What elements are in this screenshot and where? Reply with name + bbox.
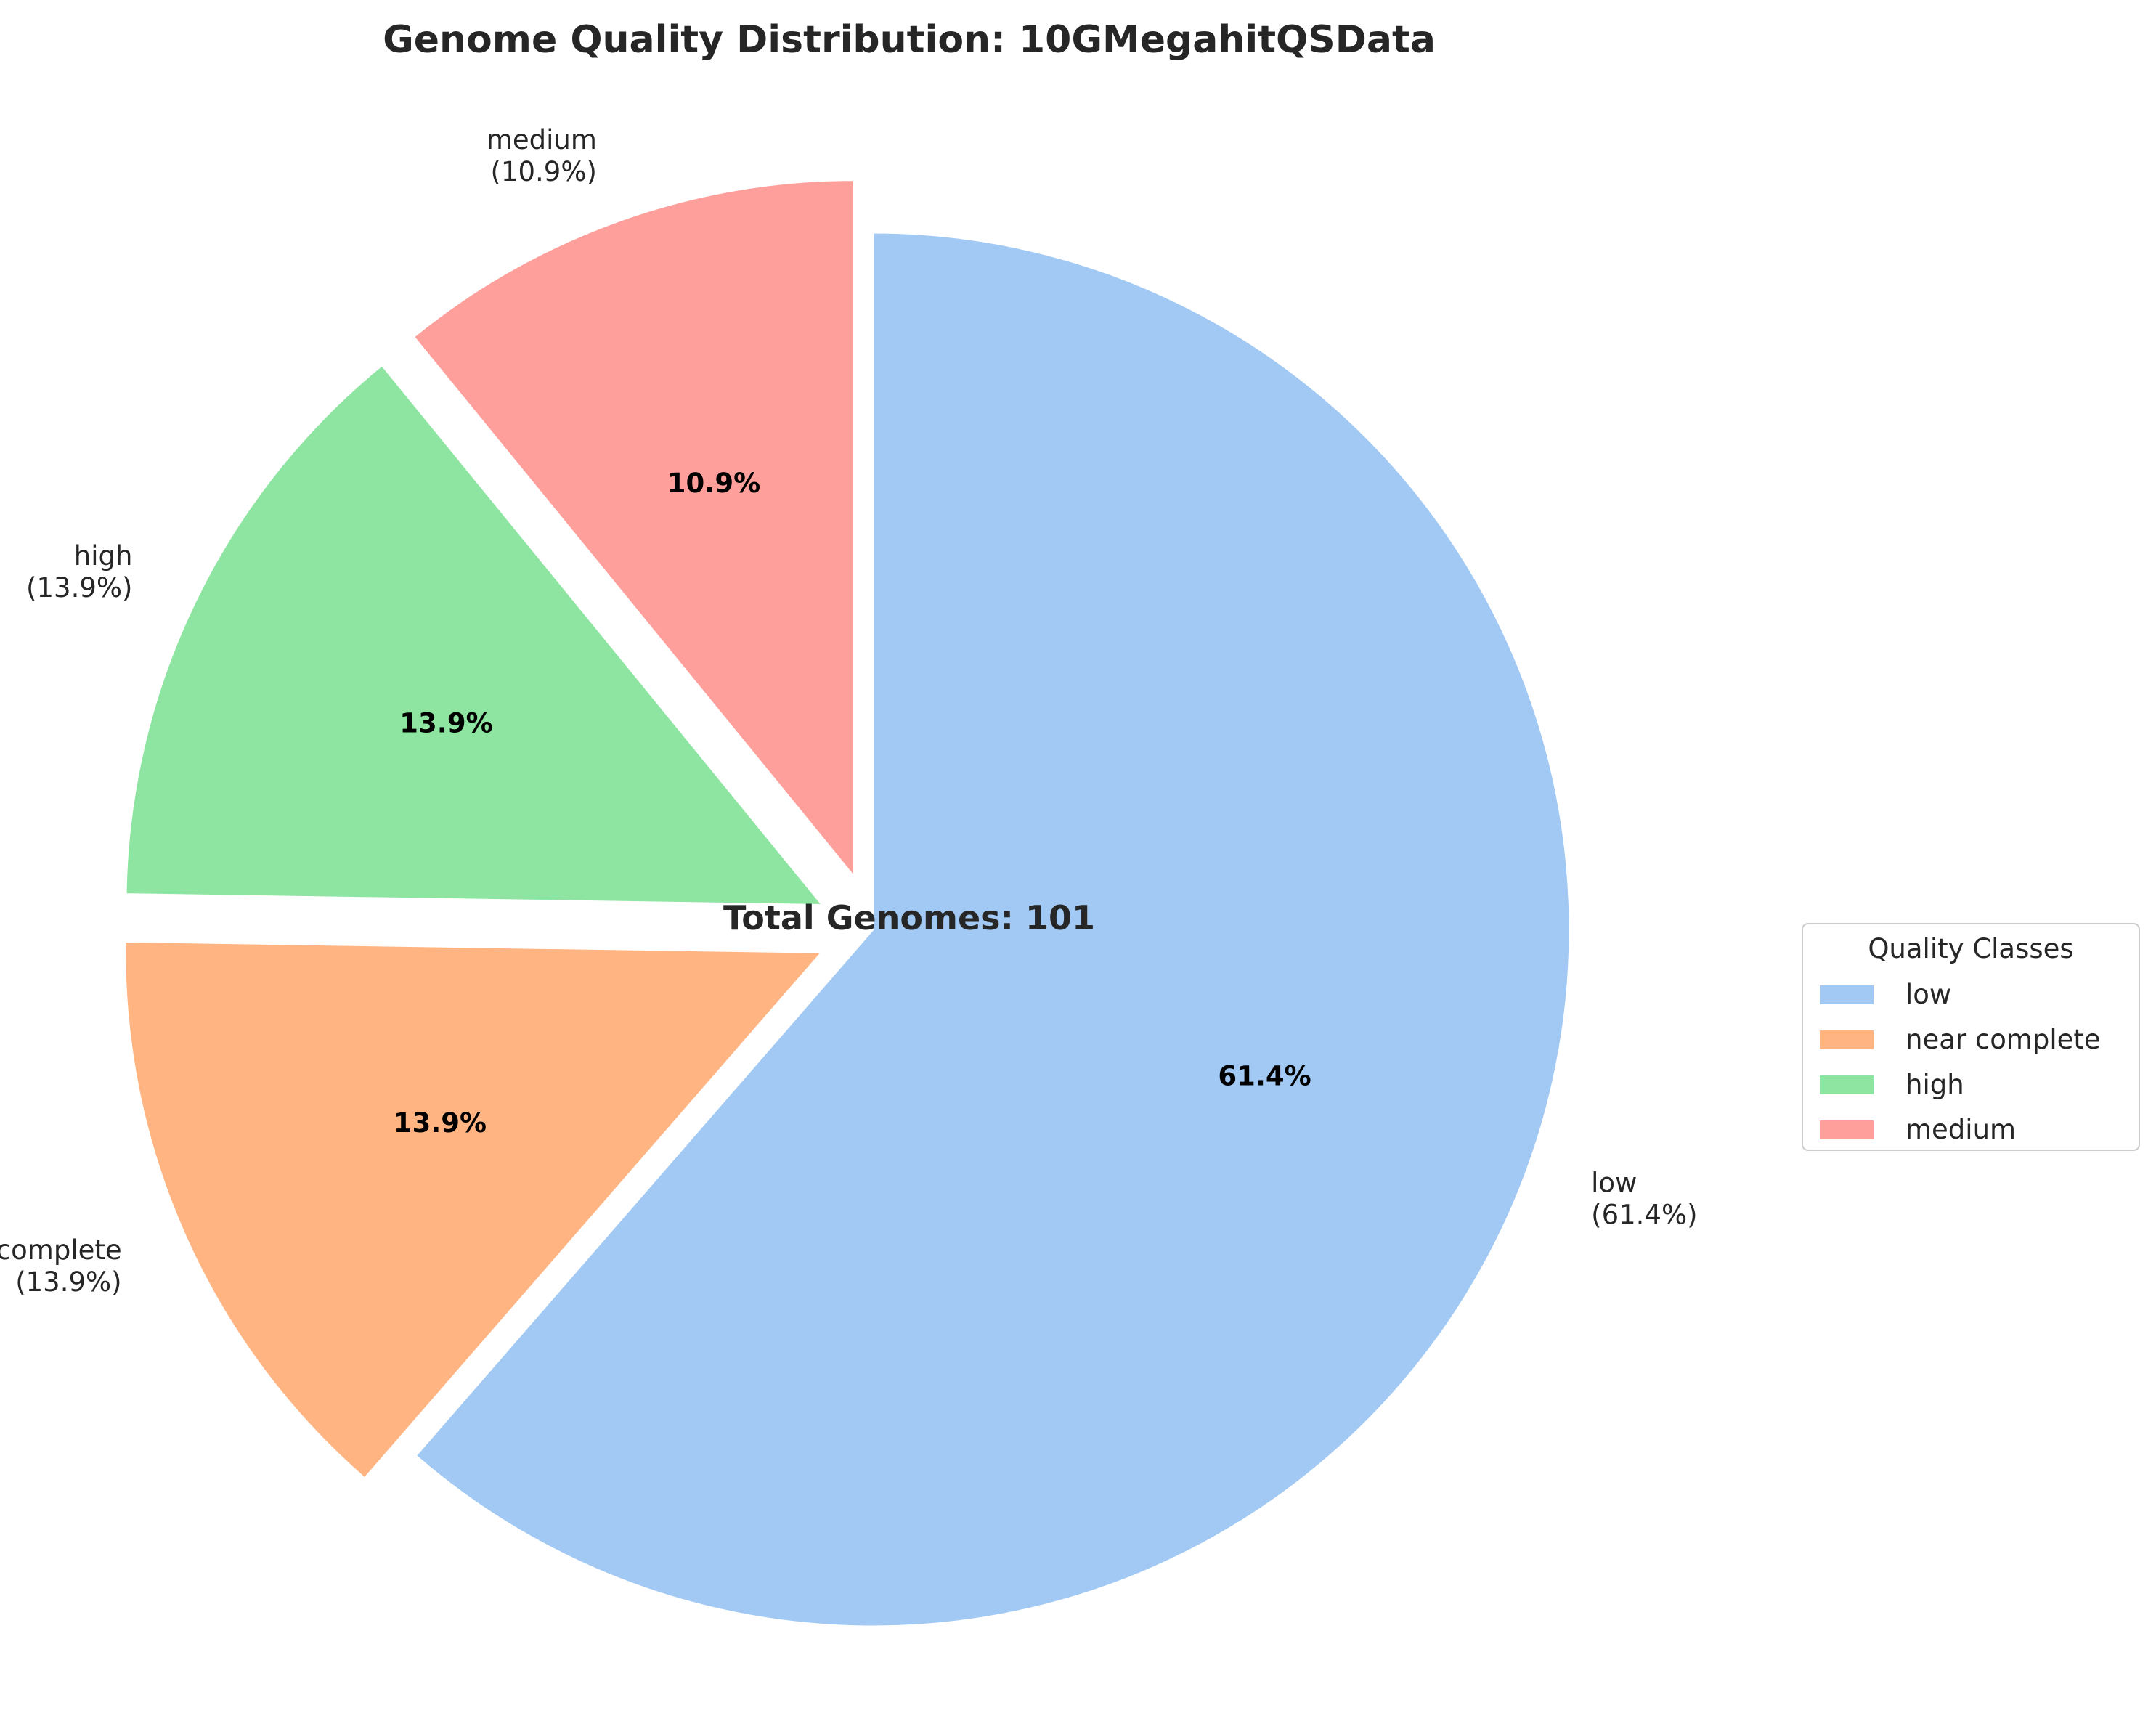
legend-label-near-complete[interactable]: near complete [1905, 1024, 2101, 1055]
legend-label-low[interactable]: low [1905, 979, 1951, 1010]
slice-outer-label: near complete(13.9%) [0, 1234, 122, 1298]
slice-outer-label-percent: (10.9%) [491, 156, 597, 187]
slice-percent-label: 13.9% [399, 707, 492, 739]
legend-swatch-medium [1820, 1120, 1874, 1139]
slice-outer-label-name: high [74, 540, 133, 571]
slice-outer-label: medium (10.9%) [487, 124, 597, 187]
slice-percent-label: 10.9% [667, 468, 760, 499]
slice-outer-label: low (61.4%) [1591, 1168, 1697, 1231]
slice-outer-label-name: near complete [0, 1234, 122, 1266]
legend-swatch-near-complete [1820, 1030, 1874, 1049]
chart-title: Genome Quality Distribution: 10GMegahitQ… [383, 18, 1436, 62]
pie-labels: 61.4%low(61.4%)13.9%near complete(13.9%)… [0, 124, 1698, 1298]
slice-outer-label-percent: (61.4%) [1591, 1200, 1697, 1231]
legend-swatch-high [1820, 1075, 1874, 1094]
legend-items: low near complete high medium [1820, 979, 2101, 1145]
slice-outer-label: high (13.9%) [26, 540, 132, 603]
legend-label-high[interactable]: high [1905, 1069, 1964, 1100]
legend[interactable]: Quality Classes low near complete high medi… [1802, 923, 2140, 1151]
slice-outer-label-name: low [1591, 1168, 1637, 1199]
slice-outer-label-name: medium [487, 124, 597, 155]
pie-slice-low[interactable] [414, 231, 1571, 1628]
pie-slice-near-complete[interactable] [123, 940, 825, 1481]
slice-percent-label: 13.9% [394, 1107, 487, 1139]
legend-swatch-low [1820, 985, 1874, 1004]
total-genomes-label: Total Genomes: 101 [723, 898, 1095, 937]
legend-label-medium[interactable]: medium [1905, 1114, 2016, 1145]
slice-outer-label-percent: (13.9%) [26, 572, 132, 603]
slice-percent-label: 61.4% [1218, 1061, 1311, 1092]
legend-title: Quality Classes [1868, 933, 2073, 964]
pie-slice-high[interactable] [124, 363, 826, 907]
legend-frame [1802, 923, 2140, 1151]
slice-outer-label-percent: (13.9%) [15, 1266, 121, 1298]
pie-slice-medium[interactable] [412, 179, 855, 880]
pie-slices [123, 179, 1571, 1628]
